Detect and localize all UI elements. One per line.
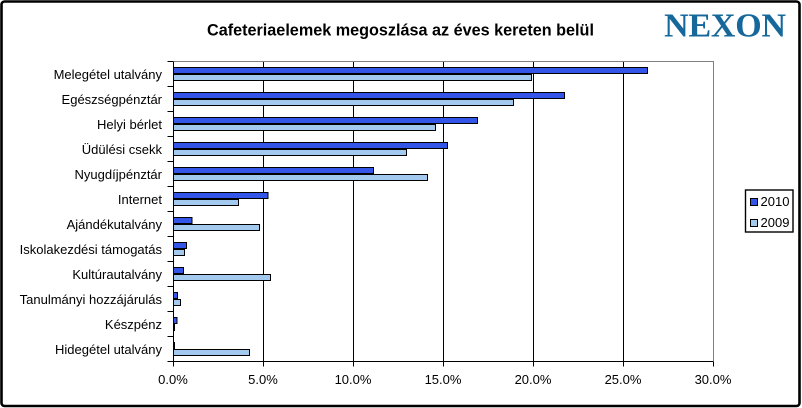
svg-text:15.0%: 15.0% (425, 372, 462, 387)
svg-text:30.0%: 30.0% (695, 372, 732, 387)
svg-text:Kultúrautalvány: Kultúrautalvány (72, 267, 162, 282)
svg-text:Iskolakezdési támogatás: Iskolakezdési támogatás (20, 242, 163, 257)
svg-text:2010: 2010 (761, 194, 790, 209)
svg-text:Ajándékutalvány: Ajándékutalvány (67, 217, 163, 232)
svg-text:5.0%: 5.0% (248, 372, 278, 387)
svg-text:Készpénz: Készpénz (105, 317, 162, 332)
svg-text:Üdülési csekk: Üdülési csekk (82, 142, 163, 157)
svg-text:Cafeteriaelemek megoszlása az: Cafeteriaelemek megoszlása az éves keret… (207, 21, 594, 39)
svg-text:20.0%: 20.0% (515, 372, 552, 387)
svg-text:Helyi bérlet: Helyi bérlet (97, 117, 162, 132)
svg-text:Egészségpénztár: Egészségpénztár (62, 92, 163, 107)
svg-text:Tanulmányi hozzájárulás: Tanulmányi hozzájárulás (20, 292, 163, 307)
svg-text:2009: 2009 (761, 215, 790, 230)
svg-text:Nyugdíjpénztár: Nyugdíjpénztár (75, 167, 163, 182)
svg-text:Hidegétel utalvány: Hidegétel utalvány (55, 342, 162, 357)
svg-text:10.0%: 10.0% (335, 372, 372, 387)
svg-text:0.0%: 0.0% (158, 372, 188, 387)
svg-text:NEXON: NEXON (664, 8, 786, 45)
svg-text:Melegétel utalvány: Melegétel utalvány (54, 67, 163, 82)
svg-text:Internet: Internet (118, 192, 162, 207)
svg-text:25.0%: 25.0% (605, 372, 642, 387)
